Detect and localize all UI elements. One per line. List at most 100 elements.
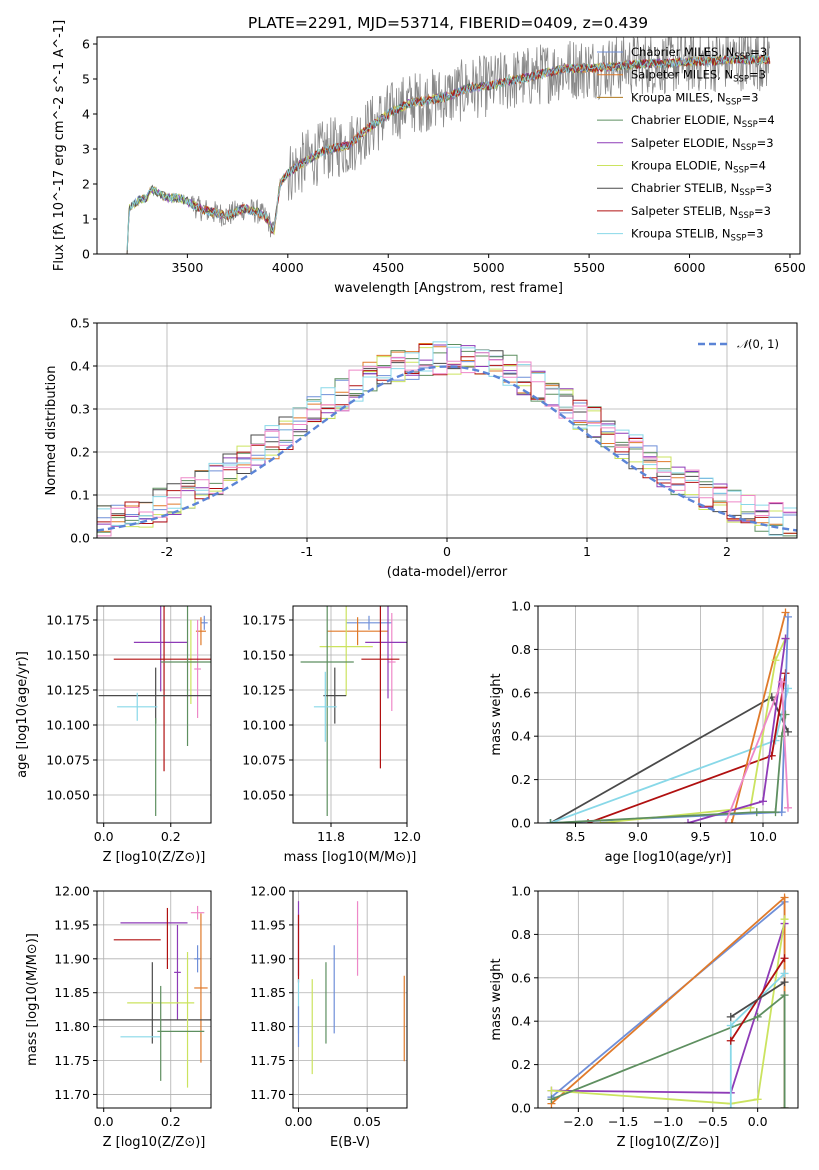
grid <box>97 606 211 823</box>
y-tick-label: 0.2 <box>70 445 90 460</box>
y-tick-label: 11.80 <box>54 1019 90 1034</box>
error-bar-point <box>160 606 211 746</box>
y-axis-label: Normed distribution <box>44 366 59 496</box>
x-tick-label: 0.05 <box>353 1114 381 1129</box>
error-bar-point <box>98 667 211 724</box>
mass-weight-marker <box>780 915 789 924</box>
y-tick-label: 3 <box>82 142 90 157</box>
y-tick-label: 5 <box>82 72 90 87</box>
plot-area <box>126 37 771 254</box>
ticks: 3500 4000 4500 5000 5500 6000 6500 0 1 2 3 4 5 6 <box>82 37 806 276</box>
x-tick-label: 6000 <box>674 260 706 275</box>
plot-area <box>297 901 405 1075</box>
legend-value: =3 <box>754 204 771 218</box>
model-spectrum-line <box>190 55 771 234</box>
x-tick-label: 0.0 <box>94 829 114 844</box>
x-tick-label: 1 <box>583 544 591 559</box>
plot-area <box>547 893 789 1108</box>
x-axis-label: age [log10(age/yr)] <box>605 850 732 865</box>
mass-weight-line <box>730 612 787 823</box>
error-bar-point <box>133 606 188 692</box>
ticks: 8.5 9.0 9.5 10.0 0.0 0.2 0.4 0.6 0.8 1.0 <box>511 599 777 845</box>
legend-value: =3 <box>741 90 758 104</box>
y-tick-label: 10.100 <box>46 718 90 733</box>
error-bar-point <box>323 667 347 724</box>
mass-weight-marker <box>684 819 692 823</box>
error-bar-point <box>346 615 392 630</box>
ticks: −2.0 −1.5 −1.0 −0.5 0.0 0.0 0.2 0.4 0.6 0.8 1.0 <box>511 884 768 1130</box>
axes-frame <box>96 322 798 539</box>
axes-frame <box>292 890 408 1109</box>
spectrum-title: PLATE=2291, MJD=53714, FIBERID=0409, z=0… <box>248 14 648 32</box>
x-tick-label: 0.2 <box>161 1114 181 1129</box>
y-tick-label: 0.5 <box>70 316 90 331</box>
y-tick-label: 12.00 <box>54 884 90 899</box>
mass-weight-marker <box>726 1012 735 1021</box>
residuals-panel: -2 -1 0 1 2 0.0 0.1 0.2 0.3 0.4 0.5 (data-model)/er… <box>44 316 798 580</box>
legend-label: 𝒩(0, 1) <box>737 337 779 351</box>
axes-frame <box>537 890 799 1109</box>
legend-subscript: SSP <box>726 97 742 107</box>
legend-value: =4 <box>749 159 766 173</box>
y-tick-label: 10.075 <box>242 753 286 768</box>
x-axis-label: Z [log10(Z/Z⊙)] <box>617 1135 720 1150</box>
mass-weight-marker <box>777 677 786 686</box>
mass-weight-marker <box>784 803 792 812</box>
y-tick-label: 0.8 <box>511 927 531 942</box>
age-vs-mass-panel: 11.8 12.0 10.050 10.075 10.100 10.125 10.150 10… <box>242 605 421 865</box>
mass-weight-marker <box>771 808 780 817</box>
y-tick-label: 0 <box>82 247 90 262</box>
y-tick-label: 11.95 <box>54 917 90 932</box>
x-tick-label: 0 <box>443 544 451 559</box>
ticks: 0.0 0.2 10.050 10.075 10.100 10.125 10.150 10.1… <box>46 613 180 845</box>
mass-vs-metallicity-panel: 0.0 0.2 11.70 11.75 11.80 11.85 11.90 11.95 12.0… <box>25 884 212 1150</box>
x-tick-label: -1 <box>301 544 313 559</box>
y-tick-label: 1.0 <box>511 599 531 614</box>
mass-weight-marker <box>781 634 790 643</box>
y-tick-label: 10.175 <box>242 613 286 628</box>
mass-weight-line <box>551 919 786 1105</box>
y-tick-label: 10.075 <box>46 753 90 768</box>
axes-frame <box>96 890 212 1109</box>
error-bar-point <box>194 620 201 718</box>
x-tick-label: 0.0 <box>748 1114 768 1129</box>
x-axis-label: Z [log10(Z/Z⊙)] <box>103 850 206 865</box>
y-tick-label: 0.6 <box>511 685 531 700</box>
error-bar-point <box>388 613 396 711</box>
y-axis-label: mass [log10(M/M⊙)] <box>25 933 40 1066</box>
y-tick-label: 11.75 <box>54 1053 90 1068</box>
error-bar-point <box>113 606 211 772</box>
error-bar-point <box>194 913 208 1063</box>
histogram-step-line <box>97 344 797 527</box>
y-tick-label: 11.85 <box>54 985 90 1000</box>
x-tick-label: 3500 <box>171 260 203 275</box>
ticks: 11.8 12.0 10.050 10.075 10.100 10.125 10.150 10… <box>242 613 421 845</box>
mass-weight-marker <box>780 893 789 902</box>
y-tick-label: 11.90 <box>54 951 90 966</box>
y-tick-label: 0.2 <box>511 772 531 787</box>
plot-area <box>300 606 407 816</box>
normal-reference-curve <box>97 365 797 532</box>
y-tick-label: 10.100 <box>242 718 286 733</box>
x-tick-label: −0.5 <box>698 1114 728 1129</box>
y-axis-label: Flux [fλ 10^-17 erg cm^-2 s^-1 A^-1] <box>52 20 67 271</box>
x-axis-label: E(B-V) <box>330 1135 370 1150</box>
mass-weight-marker <box>752 808 761 817</box>
y-tick-label: 11.85 <box>250 985 286 1000</box>
ticks: 0.00 0.05 11.70 11.75 11.80 11.85 11.90 11.95 12… <box>250 884 381 1130</box>
residuals-legend: 𝒩(0, 1) <box>698 337 779 351</box>
legend-subscript: SSP <box>734 52 750 62</box>
y-tick-label: 10.050 <box>242 788 286 803</box>
x-tick-label: 5500 <box>573 260 605 275</box>
mass-weight-marker <box>726 1104 735 1108</box>
y-tick-label: 10.175 <box>46 613 90 628</box>
legend-value: =3 <box>755 181 772 195</box>
y-tick-label: 1.0 <box>511 884 531 899</box>
spectrum-panel: 3500 4000 4500 5000 5500 6000 6500 0 1 2 3 4 5 6 wavel… <box>52 20 806 296</box>
y-tick-label: 11.75 <box>250 1053 286 1068</box>
legend-label: Kroupa MILES, NSSP=3 <box>631 90 758 107</box>
mass-weight-marker <box>726 1021 735 1030</box>
plot-area <box>97 341 797 537</box>
mass-weight-marker <box>721 819 730 823</box>
